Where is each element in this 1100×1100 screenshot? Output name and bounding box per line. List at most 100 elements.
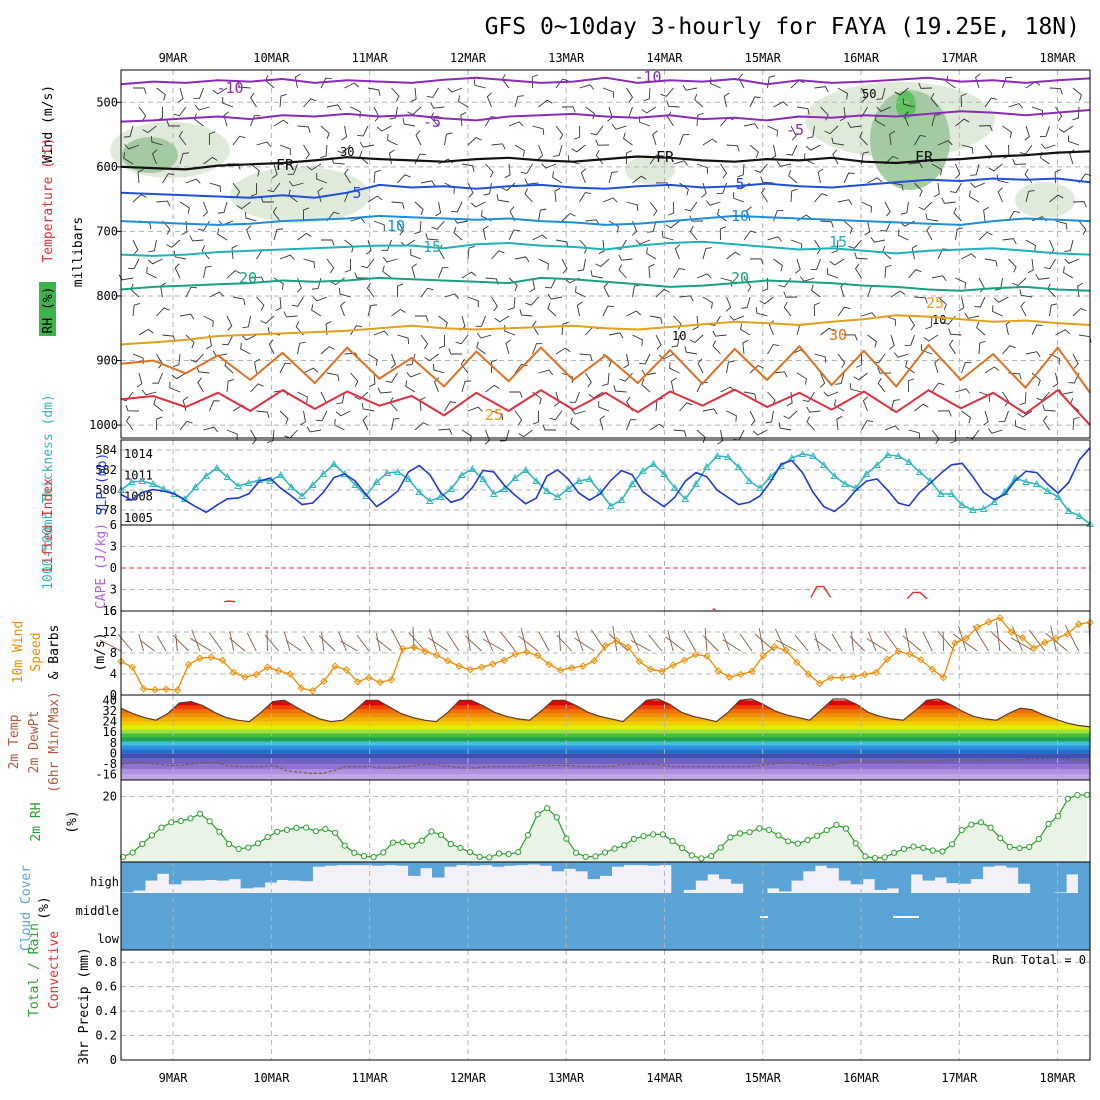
high-cloud-bar <box>563 862 577 869</box>
rh-point <box>573 849 580 856</box>
wind-barb <box>491 143 506 150</box>
wind-speed-point <box>353 678 362 686</box>
wind-barb <box>790 239 802 250</box>
wind-barb-10m <box>172 634 189 652</box>
rh-point <box>881 854 888 861</box>
slp-tick: 1014 <box>124 447 153 461</box>
wind-barb <box>405 353 416 366</box>
wind-barb <box>369 372 376 388</box>
wind-barb <box>795 258 801 274</box>
thickness-point <box>830 471 839 479</box>
wind-barb <box>196 365 210 374</box>
wind-barb <box>197 377 204 393</box>
wind-barb <box>783 410 798 420</box>
wind-barb <box>538 369 554 376</box>
wind-speed-point <box>432 651 441 659</box>
rh-point <box>669 837 676 845</box>
wind-barb <box>1042 404 1056 412</box>
wind-barb <box>761 277 769 292</box>
thickness-point <box>873 460 881 468</box>
wind-barb <box>152 149 158 165</box>
wind-barb <box>767 125 778 137</box>
date-tick-bottom: 13MAR <box>548 1071 585 1085</box>
wind-barb <box>802 391 815 402</box>
lifted-index-segment <box>810 585 832 598</box>
wind-barb <box>884 201 891 217</box>
precip-panel: 0 0.2 0.4 0.6 0.8 Total / Rain Convective 3hr P… <box>27 923 1091 1067</box>
wind-barb <box>221 334 234 346</box>
wind-barb <box>451 201 463 213</box>
wind-barb <box>537 144 544 160</box>
thickness-point <box>1043 486 1052 494</box>
wind-barb <box>482 225 489 241</box>
rh-point <box>129 849 136 856</box>
rh-point <box>939 848 946 855</box>
wind-barb <box>334 418 345 431</box>
wind-barb <box>854 263 862 279</box>
wind-speed-point <box>838 673 846 682</box>
rh-2m-label: 2m RH <box>29 802 44 841</box>
wind-barb <box>918 82 933 89</box>
thickness-point <box>234 481 242 489</box>
high-cloud-bar <box>324 862 337 866</box>
wind-speed-point <box>534 651 542 660</box>
rh-point <box>621 842 628 849</box>
rh-point <box>987 824 994 831</box>
high-cloud-bar <box>707 862 720 875</box>
wind-barb <box>611 124 627 130</box>
wind-barb <box>904 334 915 346</box>
wind-barb-10m <box>922 631 933 652</box>
thickness-point <box>628 479 636 487</box>
li-tick: 3 <box>110 583 117 597</box>
wind-barb <box>684 346 698 355</box>
wind-barb <box>608 332 624 339</box>
cloud-level-high: high <box>90 875 119 889</box>
wind-barb <box>1049 87 1063 95</box>
wind-barb <box>321 239 335 246</box>
wind-speed-point <box>669 661 677 669</box>
thickness-point <box>756 483 764 491</box>
thickness-point <box>1054 492 1062 500</box>
wind-barb <box>970 182 986 188</box>
wind-barb <box>632 284 641 298</box>
temp-band <box>121 717 1090 722</box>
rh-point <box>958 827 965 834</box>
wind-barb <box>156 416 163 431</box>
wind-barb-10m <box>958 625 967 652</box>
wind-barb-10m <box>429 628 437 652</box>
wind-barb <box>273 228 284 241</box>
thickness-point <box>425 496 434 504</box>
wind-barb <box>203 265 212 279</box>
wind-barb <box>174 263 181 279</box>
rh-point <box>524 832 532 839</box>
wind-barb <box>671 334 680 348</box>
rh-area-30 <box>1015 182 1075 218</box>
wind-barb <box>908 269 922 279</box>
wind-barb <box>641 106 657 114</box>
li-tick: 6 <box>110 604 117 618</box>
wind-speed-point <box>545 660 553 669</box>
rh-point <box>534 811 541 818</box>
wind-barb <box>508 229 520 241</box>
wind-speed-point <box>567 663 576 672</box>
wind-barb <box>832 149 839 165</box>
wind-barb <box>831 239 839 254</box>
temp-band <box>121 741 1090 746</box>
high-cloud-bar <box>826 862 840 869</box>
wind-barb <box>256 141 272 148</box>
wind-barb <box>978 231 993 241</box>
wind-barb <box>377 387 392 394</box>
thickness-point <box>404 474 413 482</box>
wind-barb <box>206 334 212 350</box>
wind-barb <box>444 182 455 194</box>
thickness-point <box>660 469 668 477</box>
wind-barb <box>366 282 375 298</box>
precip-tick: 0.2 <box>95 1029 117 1043</box>
date-axis-bottom: 9MAR 10MAR 11MAR 12MAR 13MAR 14MAR 15MAR 16MAR 1… <box>159 1071 1077 1085</box>
wind-barb <box>660 87 674 97</box>
wind-barb-10m <box>538 631 550 652</box>
wind-barb <box>853 372 868 381</box>
wind-speed-point <box>601 641 610 650</box>
wind-barb <box>958 296 965 312</box>
wind-barb <box>217 228 228 241</box>
